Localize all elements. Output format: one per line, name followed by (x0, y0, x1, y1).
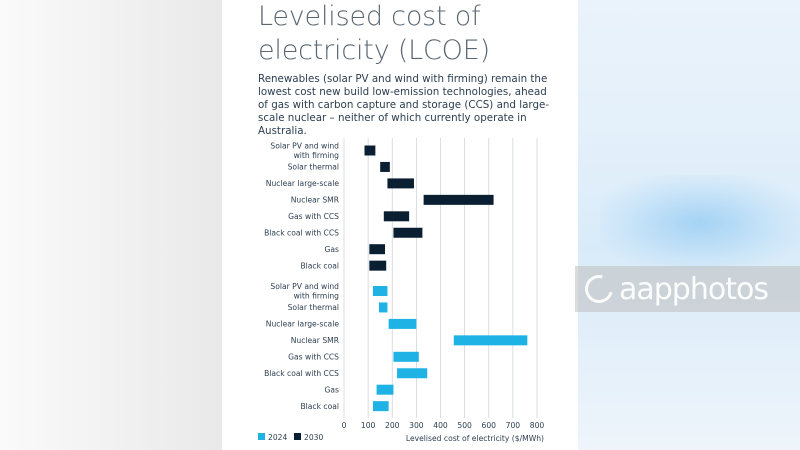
category-label: Gas with CCS (288, 212, 339, 221)
bar-2030-6 (369, 244, 386, 255)
legend-label-2024: 2024 (268, 433, 287, 442)
tick-label: 100 (361, 421, 376, 430)
category-label: Nuclear large-scale (266, 320, 340, 329)
tick-label: 800 (530, 421, 545, 430)
tick-label: 0 (342, 421, 347, 430)
tick-label: 400 (433, 421, 448, 430)
category-label: Nuclear SMR (291, 336, 340, 345)
category-label: Solar PV and wind with firming (270, 282, 339, 301)
tick-label: 500 (457, 421, 472, 430)
bar-2024-0 (372, 286, 388, 296)
bar-2030-2 (387, 178, 414, 189)
chart-title: Levelised cost of electricity (LCOE) (258, 1, 490, 66)
bar-2024-1 (378, 302, 388, 313)
category-label: Solar PV and wind with firming (270, 142, 339, 161)
tick-label: 200 (385, 421, 400, 430)
tick-label: 300 (409, 421, 424, 430)
category-label: Gas (325, 385, 340, 394)
tick-label: 700 (506, 421, 521, 430)
chart-card: Levelised cost of electricity (LCOE) Ren… (222, 0, 578, 450)
bar-2030-5 (393, 227, 423, 238)
background-blur (600, 175, 800, 270)
category-label: Gas (325, 245, 340, 254)
category-label: Black coal (300, 261, 339, 270)
category-label: Nuclear large-scale (266, 179, 340, 188)
bar-2024-6 (376, 384, 394, 395)
bar-2024-5 (397, 368, 428, 379)
aap-logo-icon (579, 269, 619, 309)
category-label: Black coal (300, 402, 339, 411)
bar-2024-4 (393, 351, 419, 362)
category-label: Gas with CCS (288, 353, 339, 362)
category-label: Black coal with CCS (264, 369, 339, 378)
category-label: Solar thermal (288, 303, 339, 312)
x-axis-label: Levelised cost of electricity ($/MWh) (406, 434, 544, 443)
bar-2030-0 (364, 145, 376, 156)
bar-2030-7 (369, 260, 387, 271)
legend-swatch-2030 (294, 433, 301, 440)
watermark-text: aapphotos (619, 271, 769, 307)
watermark: aapphotos (575, 266, 800, 312)
legend-label-2030: 2030 (304, 433, 323, 442)
chart-subtitle: Renewables (solar PV and wind with firmi… (258, 73, 550, 137)
bar-2030-4 (383, 211, 410, 222)
background-left (0, 0, 222, 450)
bar-2024-2 (388, 318, 417, 329)
bar-2024-7 (372, 401, 389, 412)
category-label: Solar thermal (288, 163, 339, 172)
legend-swatch-2024 (258, 433, 265, 440)
category-label: Black coal with CCS (264, 228, 339, 237)
category-label: Nuclear SMR (291, 196, 340, 205)
bar-2024-3 (453, 335, 528, 346)
tick-label: 600 (482, 421, 497, 430)
bar-2030-3 (423, 194, 494, 205)
bar-2030-1 (380, 161, 390, 172)
